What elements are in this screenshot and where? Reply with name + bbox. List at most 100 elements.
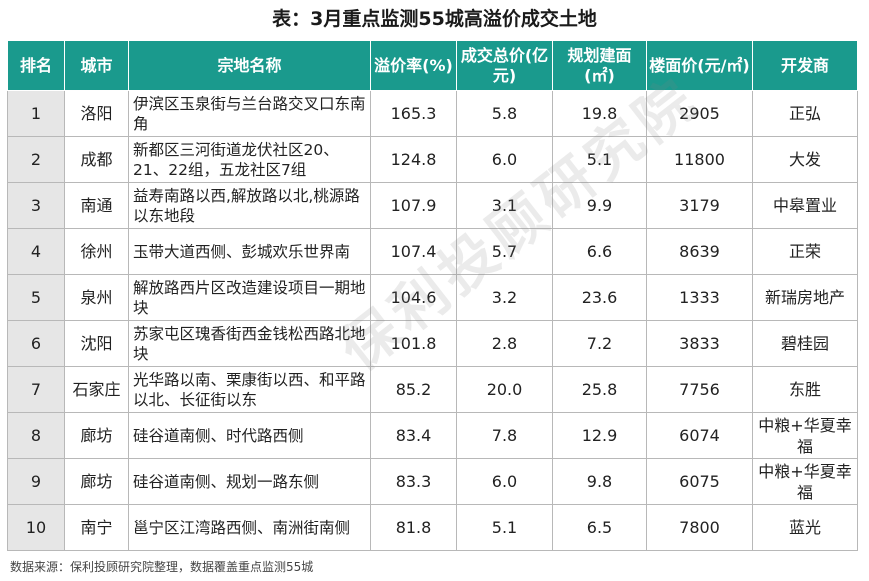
cell-floor-price: 1333	[646, 274, 753, 321]
cell-city: 成都	[64, 136, 129, 183]
cell-total: 6.0	[456, 458, 553, 505]
cell-rank: 5	[7, 274, 65, 321]
cell-land: 新都区三河街道龙伏社区20、21、22组，五龙社区7组	[128, 136, 371, 183]
cell-city: 廊坊	[64, 412, 129, 459]
cell-premium: 83.4	[370, 412, 457, 459]
cell-total: 5.8	[456, 90, 553, 137]
cell-rank: 8	[7, 412, 65, 459]
cell-area: 23.6	[552, 274, 647, 321]
cell-area: 6.5	[552, 504, 647, 551]
cell-area: 12.9	[552, 412, 647, 459]
table-row: 10 南宁 邕宁区江湾路西侧、南洲街南侧 81.8 5.1 6.5 7800 蓝…	[7, 504, 858, 551]
source-note: 数据来源：保利投顾研究院整理，数据覆盖重点监测55城	[10, 560, 314, 574]
header-premium: 溢价率(%)	[370, 40, 457, 91]
header-rank: 排名	[7, 40, 65, 91]
cell-premium: 104.6	[370, 274, 457, 321]
cell-area: 9.8	[552, 458, 647, 505]
cell-total: 5.7	[456, 228, 553, 275]
cell-floor-price: 8639	[646, 228, 753, 275]
cell-rank: 2	[7, 136, 65, 183]
cell-total: 3.2	[456, 274, 553, 321]
cell-area: 5.1	[552, 136, 647, 183]
cell-premium: 83.3	[370, 458, 457, 505]
cell-rank: 3	[7, 182, 65, 229]
cell-floor-price: 3179	[646, 182, 753, 229]
cell-area: 7.2	[552, 320, 647, 367]
cell-land: 苏家屯区瑰香街西金钱松西路北地块	[128, 320, 371, 367]
cell-floor-price: 6074	[646, 412, 753, 459]
cell-city: 洛阳	[64, 90, 129, 137]
cell-floor-price: 7756	[646, 366, 753, 413]
cell-city: 徐州	[64, 228, 129, 275]
cell-area: 6.6	[552, 228, 647, 275]
table-row: 2 成都 新都区三河街道龙伏社区20、21、22组，五龙社区7组 124.8 6…	[7, 136, 858, 183]
cell-floor-price: 11800	[646, 136, 753, 183]
cell-premium: 101.8	[370, 320, 457, 367]
cell-developer: 新瑞房地产	[752, 274, 858, 321]
cell-land: 硅谷道南侧、时代路西侧	[128, 412, 371, 459]
cell-floor-price: 7800	[646, 504, 753, 551]
cell-land: 益寿南路以西,解放路以北,桃源路以东地段	[128, 182, 371, 229]
table-row: 9 廊坊 硅谷道南侧、规划一路东侧 83.3 6.0 9.8 6075 中粮+华…	[7, 458, 858, 505]
cell-total: 2.8	[456, 320, 553, 367]
cell-rank: 9	[7, 458, 65, 505]
cell-floor-price: 3833	[646, 320, 753, 367]
cell-developer: 中粮+华夏幸福	[752, 458, 858, 505]
cell-premium: 85.2	[370, 366, 457, 413]
table-row: 8 廊坊 硅谷道南侧、时代路西侧 83.4 7.8 12.9 6074 中粮+华…	[7, 412, 858, 459]
cell-city: 南宁	[64, 504, 129, 551]
cell-area: 25.8	[552, 366, 647, 413]
table-row: 4 徐州 玉带大道西侧、彭城欢乐世界南 107.4 5.7 6.6 8639 正…	[7, 228, 858, 275]
cell-land: 解放路西片区改造建设项目一期地块	[128, 274, 371, 321]
cell-rank: 6	[7, 320, 65, 367]
cell-floor-price: 6075	[646, 458, 753, 505]
header-developer: 开发商	[752, 40, 858, 91]
cell-premium: 107.4	[370, 228, 457, 275]
cell-area: 19.8	[552, 90, 647, 137]
cell-rank: 1	[7, 90, 65, 137]
header-row: 排名 城市 宗地名称 溢价率(%) 成交总价(亿元) 规划建面(㎡) 楼面价(元…	[7, 40, 858, 91]
cell-area: 9.9	[552, 182, 647, 229]
cell-rank: 7	[7, 366, 65, 413]
cell-total: 20.0	[456, 366, 553, 413]
cell-land: 伊滨区玉泉街与兰台路交叉口东南角	[128, 90, 371, 137]
cell-developer: 正弘	[752, 90, 858, 137]
cell-premium: 81.8	[370, 504, 457, 551]
land-table: 排名 城市 宗地名称 溢价率(%) 成交总价(亿元) 规划建面(㎡) 楼面价(元…	[7, 40, 858, 551]
table-row: 1 洛阳 伊滨区玉泉街与兰台路交叉口东南角 165.3 5.8 19.8 290…	[7, 90, 858, 137]
header-total: 成交总价(亿元)	[456, 40, 553, 91]
cell-city: 南通	[64, 182, 129, 229]
cell-total: 7.8	[456, 412, 553, 459]
cell-developer: 蓝光	[752, 504, 858, 551]
cell-developer: 中皋置业	[752, 182, 858, 229]
cell-land: 邕宁区江湾路西侧、南洲街南侧	[128, 504, 371, 551]
header-land: 宗地名称	[128, 40, 371, 91]
header-city: 城市	[64, 40, 129, 91]
cell-city: 廊坊	[64, 458, 129, 505]
cell-land: 光华路以南、栗康街以西、和平路以北、长征街以东	[128, 366, 371, 413]
header-area: 规划建面(㎡)	[552, 40, 647, 91]
table-row: 6 沈阳 苏家屯区瑰香街西金钱松西路北地块 101.8 2.8 7.2 3833…	[7, 320, 858, 367]
cell-city: 沈阳	[64, 320, 129, 367]
cell-total: 5.1	[456, 504, 553, 551]
cell-rank: 4	[7, 228, 65, 275]
cell-land: 硅谷道南侧、规划一路东侧	[128, 458, 371, 505]
table-row: 7 石家庄 光华路以南、栗康街以西、和平路以北、长征街以东 85.2 20.0 …	[7, 366, 858, 413]
cell-city: 石家庄	[64, 366, 129, 413]
cell-total: 3.1	[456, 182, 553, 229]
cell-land: 玉带大道西侧、彭城欢乐世界南	[128, 228, 371, 275]
cell-premium: 107.9	[370, 182, 457, 229]
cell-developer: 大发	[752, 136, 858, 183]
cell-floor-price: 2905	[646, 90, 753, 137]
table-title: 表：3月重点监测55城高溢价成交土地	[272, 8, 597, 30]
cell-developer: 中粮+华夏幸福	[752, 412, 858, 459]
cell-rank: 10	[7, 504, 65, 551]
cell-developer: 东胜	[752, 366, 858, 413]
cell-city: 泉州	[64, 274, 129, 321]
header-floor-price: 楼面价(元/㎡)	[646, 40, 753, 91]
cell-developer: 正荣	[752, 228, 858, 275]
cell-premium: 124.8	[370, 136, 457, 183]
table-row: 3 南通 益寿南路以西,解放路以北,桃源路以东地段 107.9 3.1 9.9 …	[7, 182, 858, 229]
cell-total: 6.0	[456, 136, 553, 183]
cell-developer: 碧桂园	[752, 320, 858, 367]
